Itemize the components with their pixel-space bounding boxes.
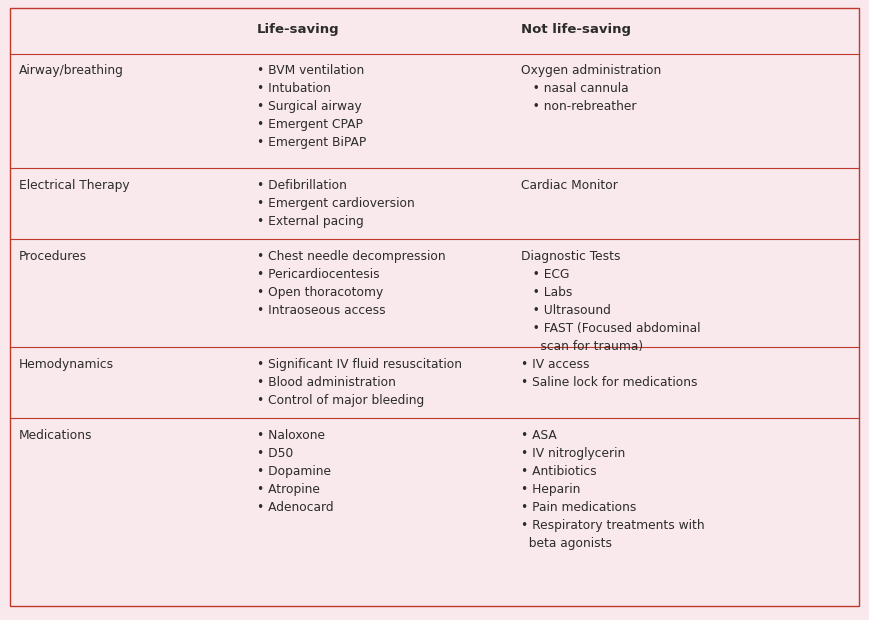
Text: Hemodynamics: Hemodynamics — [19, 358, 114, 371]
Text: Oxygen administration
   • nasal cannula
   • non-rebreather: Oxygen administration • nasal cannula • … — [521, 64, 661, 113]
Text: Life-saving: Life-saving — [257, 23, 340, 36]
Text: Airway/breathing: Airway/breathing — [19, 64, 123, 78]
Text: • Naloxone
• D50
• Dopamine
• Atropine
• Adenocard: • Naloxone • D50 • Dopamine • Atropine •… — [257, 428, 334, 513]
Text: • Significant IV fluid resuscitation
• Blood administration
• Control of major b: • Significant IV fluid resuscitation • B… — [257, 358, 462, 407]
Text: Procedures: Procedures — [19, 249, 87, 262]
Text: Cardiac Monitor: Cardiac Monitor — [521, 179, 618, 192]
Text: • Chest needle decompression
• Pericardiocentesis
• Open thoracotomy
• Intraoseo: • Chest needle decompression • Pericardi… — [257, 249, 446, 317]
Text: • Defibrillation
• Emergent cardioversion
• External pacing: • Defibrillation • Emergent cardioversio… — [257, 179, 415, 228]
Text: Diagnostic Tests
   • ECG
   • Labs
   • Ultrasound
   • FAST (Focused abdominal: Diagnostic Tests • ECG • Labs • Ultrasou… — [521, 249, 700, 353]
Text: • BVM ventilation
• Intubation
• Surgical airway
• Emergent CPAP
• Emergent BiPA: • BVM ventilation • Intubation • Surgica… — [257, 64, 366, 149]
Text: Electrical Therapy: Electrical Therapy — [19, 179, 129, 192]
Text: Not life-saving: Not life-saving — [521, 23, 631, 36]
Text: Medications: Medications — [19, 428, 92, 441]
Text: • ASA
• IV nitroglycerin
• Antibiotics
• Heparin
• Pain medications
• Respirator: • ASA • IV nitroglycerin • Antibiotics •… — [521, 428, 705, 549]
Text: • IV access
• Saline lock for medications: • IV access • Saline lock for medication… — [521, 358, 698, 389]
